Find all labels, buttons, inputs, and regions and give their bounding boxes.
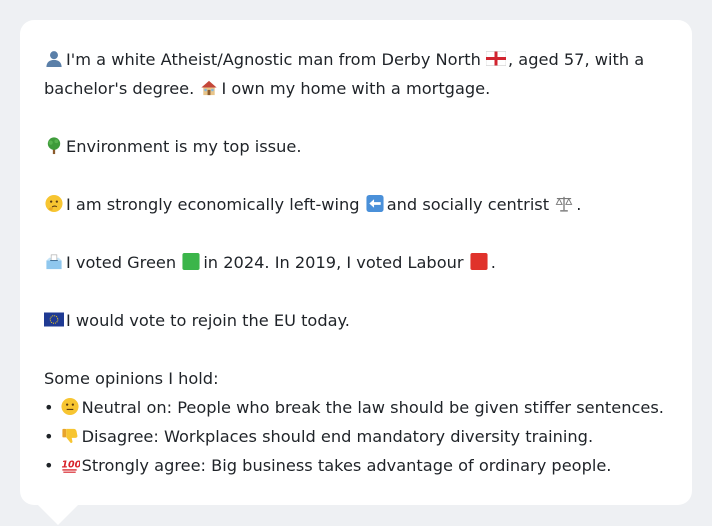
balance-scale-icon [554,194,574,213]
top-issue-paragraph: Environment is my top issue. [44,132,668,161]
neutral-face-icon [60,397,80,416]
top-issue-text: Environment is my top issue. [66,137,302,156]
thumbs-down-icon [60,426,80,445]
vote-end: . [490,253,496,272]
ideology-text-b: and socially centrist [386,195,550,214]
person-silhouette-icon [44,49,64,68]
list-item: • Disagree: Workplaces should end mandat… [44,422,668,451]
bullet: • [44,398,54,417]
left-arrow-icon [365,194,385,213]
identity-text-c: I own my home with a mortgage. [221,79,491,98]
identity-paragraph: I'm a white Atheist/Agnostic man from De… [44,45,668,103]
ideology-paragraph: I am strongly economically left-wing and… [44,190,668,219]
vote-paragraph: I voted Green in 2024. In 2019, I voted … [44,248,668,277]
eu-flag-icon [44,310,64,329]
hundred-points-icon: 100 [60,455,80,474]
ballot-box-icon [44,252,64,271]
england-flag-icon [486,49,506,68]
list-item: • Neutral on: People who break the law s… [44,393,668,422]
persona-card: I'm a white Atheist/Agnostic man from De… [20,20,692,505]
vote-text-b: in 2024. In 2019, I voted Labour [203,253,464,272]
ideology-end: . [576,195,582,214]
bullet: • [44,427,54,446]
ideology-text-a: I am strongly economically left-wing [66,195,360,214]
thinking-face-icon [44,194,64,213]
tree-icon [44,136,64,155]
identity-text-a: I'm a white Atheist/Agnostic man from De… [66,50,481,69]
svg-text:100: 100 [61,459,80,470]
eu-paragraph: I would vote to rejoin the EU today. [44,306,668,335]
opinion-text: Disagree: Workplaces should end mandator… [81,427,594,446]
red-square-icon [469,252,489,271]
green-square-icon [181,252,201,271]
list-item: • 100 Strongly agree: Big business takes… [44,451,668,480]
opinion-text: Strongly agree: Big business takes advan… [81,456,612,475]
opinions-heading: Some opinions I hold: [44,369,219,388]
opinions-list: • Neutral on: People who break the law s… [44,393,668,480]
identity-text-b: , aged 57, with a bachelor's degree. [44,50,645,98]
bullet: • [44,456,54,475]
opinion-text: Neutral on: People who break the law sho… [81,398,664,417]
house-icon [199,78,219,97]
eu-text: I would vote to rejoin the EU today. [66,311,350,330]
vote-text-a: I voted Green [66,253,177,272]
speech-bubble-tail [38,505,78,525]
